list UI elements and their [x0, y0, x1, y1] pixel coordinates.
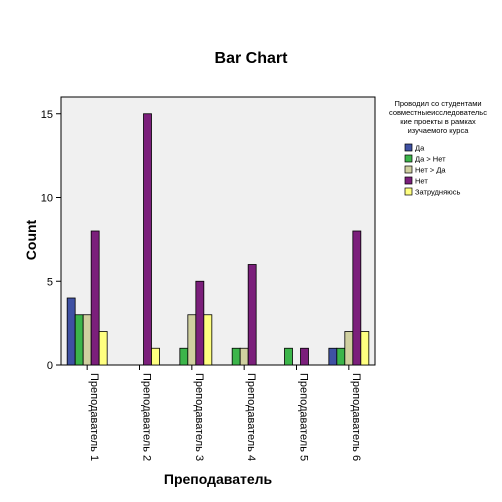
bar: [143, 113, 152, 366]
bar: [328, 347, 338, 366]
legend-swatch: [404, 154, 413, 163]
plot-area: [60, 96, 376, 366]
legend-title-line: изучаемого курса: [408, 126, 470, 135]
legend-entry-label: Затрудняюсь: [415, 188, 461, 197]
y-tick-label: 5: [47, 276, 53, 288]
bars-group: [66, 113, 370, 366]
bar: [360, 331, 370, 366]
bar: [179, 347, 189, 366]
bar: [82, 314, 92, 366]
x-tick-label: Преподаватель 5: [298, 373, 310, 461]
bar: [344, 331, 354, 366]
bar: [74, 314, 84, 366]
legend-entry-label: Нет > Да: [415, 166, 446, 175]
x-axis-label: Преподаватель: [164, 471, 273, 487]
legend-swatch: [404, 165, 413, 174]
bar: [66, 297, 76, 366]
bar: [98, 331, 108, 366]
y-axis-label: Count: [23, 219, 39, 260]
x-tick-label: Преподаватель 6: [350, 373, 362, 461]
legend-title-line: Проводил со студентами: [394, 99, 481, 108]
bar: [231, 347, 241, 366]
y-tick-label: 0: [47, 360, 53, 372]
y-tick-label: 15: [41, 109, 53, 121]
bar: [247, 264, 257, 366]
y-tick-label: 10: [41, 193, 53, 205]
legend-entry-label: Нет: [415, 177, 428, 186]
x-tick-label: Преподаватель 3: [193, 373, 205, 461]
legend-entry-label: Да: [415, 144, 425, 153]
y-axis: 0 5 10 15: [41, 109, 61, 372]
bar: [203, 314, 213, 366]
bar: [239, 347, 249, 366]
legend-swatch: [404, 187, 413, 196]
bar: [284, 347, 293, 366]
x-tick-label: Преподаватель 1: [88, 373, 100, 461]
bar: [336, 347, 346, 366]
x-axis: Преподаватель 1 Преподаватель 2 Преподават…: [86, 365, 362, 461]
legend-title-line: совместныеисследовательс: [389, 108, 487, 117]
x-tick-label: Преподаватель 2: [141, 373, 153, 461]
bar: [300, 347, 309, 366]
x-tick-label: Преподаватель 4: [245, 373, 257, 461]
legend-title-line: кие проекты в рамках: [400, 117, 476, 126]
legend: Проводил со студентамисовместныеисследов…: [389, 99, 487, 197]
legend-entry-label: Да > Нет: [415, 155, 446, 164]
bar: [195, 280, 205, 366]
legend-swatch: [404, 143, 413, 152]
bar: [90, 230, 100, 366]
chart-title: Bar Chart: [215, 50, 289, 67]
bar: [151, 347, 160, 366]
bar: [187, 314, 197, 366]
bar: [352, 230, 362, 366]
legend-swatch: [404, 176, 413, 185]
